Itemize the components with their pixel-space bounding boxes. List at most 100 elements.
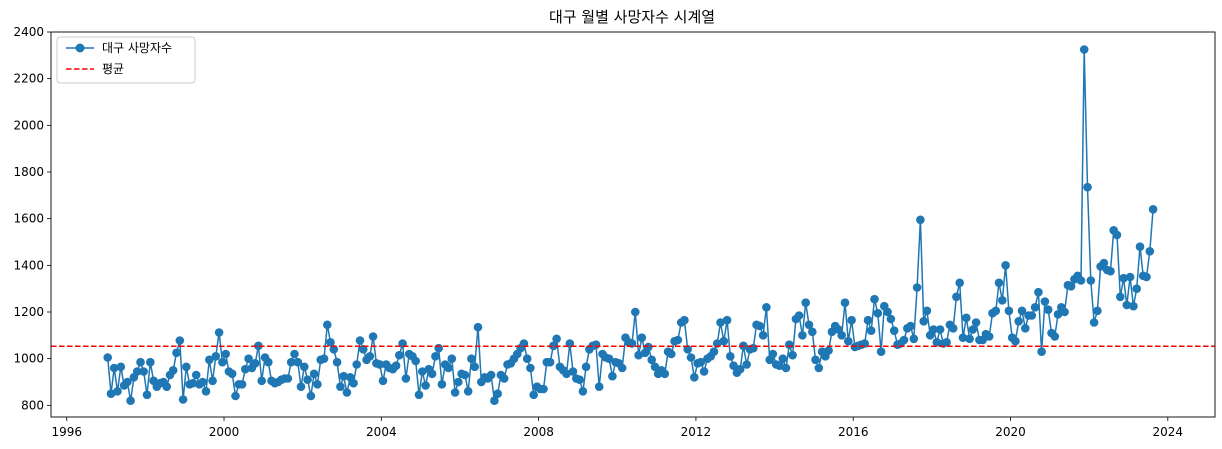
data-point bbox=[700, 367, 709, 376]
y-tick-label: 2200 bbox=[13, 72, 44, 86]
data-point bbox=[1142, 273, 1151, 282]
data-point bbox=[323, 321, 332, 330]
legend-label-mean: 평균 bbox=[102, 62, 124, 76]
data-point bbox=[1031, 303, 1040, 312]
data-point bbox=[264, 358, 273, 367]
data-point bbox=[608, 372, 617, 381]
data-point bbox=[723, 316, 732, 325]
data-point bbox=[464, 387, 473, 396]
data-point bbox=[333, 358, 342, 367]
x-tick-label: 2008 bbox=[523, 425, 554, 439]
data-point bbox=[215, 328, 224, 337]
data-point bbox=[493, 389, 502, 398]
data-point bbox=[162, 382, 171, 391]
series-line bbox=[108, 50, 1153, 401]
data-point bbox=[221, 350, 230, 359]
data-point bbox=[182, 363, 191, 372]
data-point bbox=[343, 388, 352, 397]
data-point bbox=[936, 325, 945, 334]
data-point bbox=[942, 338, 951, 347]
data-point bbox=[1034, 288, 1043, 297]
data-point bbox=[454, 378, 463, 387]
y-tick-label: 1200 bbox=[13, 305, 44, 319]
data-point bbox=[198, 378, 207, 387]
data-point bbox=[661, 370, 670, 379]
data-point bbox=[749, 344, 758, 353]
legend-series-marker bbox=[76, 44, 85, 53]
data-point bbox=[952, 293, 961, 302]
data-point bbox=[631, 308, 640, 317]
data-point bbox=[824, 346, 833, 355]
x-tick-label: 2024 bbox=[1153, 425, 1184, 439]
data-point bbox=[667, 350, 676, 359]
data-point bbox=[720, 337, 729, 346]
data-point bbox=[690, 373, 699, 382]
data-point bbox=[146, 358, 155, 367]
data-point bbox=[916, 216, 925, 225]
data-point bbox=[1060, 308, 1069, 317]
data-point bbox=[448, 354, 457, 363]
data-point bbox=[687, 353, 696, 362]
data-point bbox=[523, 354, 532, 363]
data-point bbox=[726, 352, 735, 361]
data-point bbox=[303, 375, 312, 384]
plot-area bbox=[51, 45, 1215, 405]
data-point bbox=[251, 359, 260, 368]
y-tick-label: 1000 bbox=[13, 352, 44, 366]
data-point bbox=[1113, 231, 1122, 240]
y-tick-label: 2400 bbox=[13, 25, 44, 39]
data-point bbox=[1116, 293, 1125, 302]
legend-label-series: 대구 사망자수 bbox=[102, 41, 172, 55]
data-point bbox=[801, 298, 810, 307]
data-point bbox=[995, 279, 1004, 288]
data-point bbox=[769, 350, 778, 359]
data-point bbox=[837, 331, 846, 340]
data-point bbox=[136, 358, 145, 367]
y-tick-label: 1800 bbox=[13, 165, 44, 179]
data-point bbox=[949, 324, 958, 333]
data-point bbox=[231, 392, 240, 401]
data-point bbox=[1080, 45, 1089, 54]
data-point bbox=[1014, 317, 1023, 326]
data-point bbox=[592, 340, 601, 349]
data-point bbox=[467, 354, 476, 363]
data-point bbox=[1021, 324, 1030, 333]
data-point bbox=[795, 311, 804, 320]
data-point bbox=[169, 366, 178, 375]
data-point bbox=[864, 316, 873, 325]
data-point bbox=[582, 363, 591, 372]
data-point bbox=[887, 315, 896, 324]
data-point bbox=[284, 374, 293, 383]
data-point bbox=[428, 370, 437, 379]
data-point bbox=[310, 370, 319, 379]
data-point bbox=[1136, 242, 1145, 251]
y-tick-label: 800 bbox=[21, 398, 44, 412]
data-point bbox=[257, 377, 266, 386]
data-point bbox=[352, 360, 361, 369]
data-point bbox=[103, 353, 112, 362]
legend: 대구 사망자수 평균 bbox=[57, 37, 195, 83]
data-point bbox=[349, 379, 358, 388]
data-point bbox=[434, 344, 443, 353]
data-point bbox=[1028, 311, 1037, 320]
data-point bbox=[910, 335, 919, 344]
data-point bbox=[913, 283, 922, 292]
data-point bbox=[431, 352, 440, 361]
data-point bbox=[779, 354, 788, 363]
x-axis: 1996 2000 2004 2008 2012 2016 2020 2024 bbox=[51, 417, 1183, 439]
data-point bbox=[867, 326, 876, 335]
data-point bbox=[192, 371, 201, 380]
data-point bbox=[900, 336, 909, 345]
data-point bbox=[300, 363, 309, 372]
data-point bbox=[798, 331, 807, 340]
data-point bbox=[1129, 302, 1138, 311]
data-point bbox=[1011, 337, 1020, 346]
x-tick-label: 2000 bbox=[209, 425, 240, 439]
y-tick-label: 1600 bbox=[13, 212, 44, 226]
data-point bbox=[1077, 276, 1086, 285]
data-point bbox=[877, 347, 886, 356]
data-point bbox=[847, 316, 856, 325]
data-point bbox=[552, 335, 561, 344]
data-point bbox=[811, 356, 820, 365]
data-point bbox=[218, 358, 227, 367]
